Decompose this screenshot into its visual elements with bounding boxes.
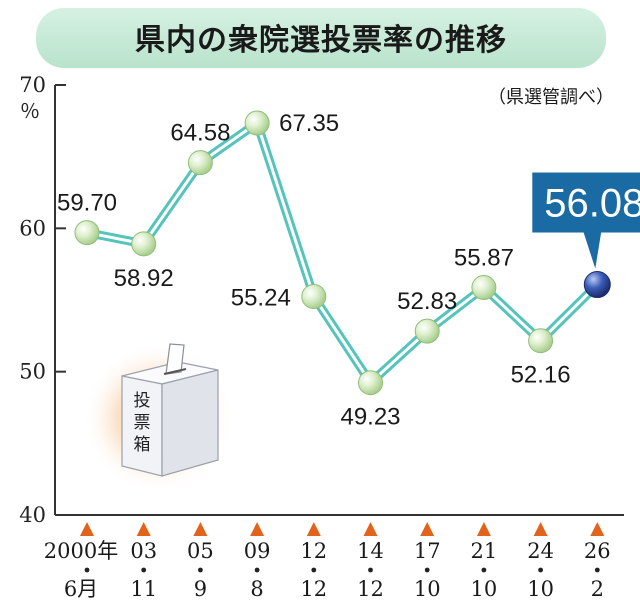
x-tick-label-line2: 8 bbox=[250, 577, 263, 601]
axes: ％ bbox=[20, 85, 624, 516]
highlight-callout: 56.08 bbox=[532, 172, 640, 269]
x-tick-label-line1: 2000年 bbox=[44, 539, 118, 563]
ballot-box-side bbox=[161, 369, 219, 477]
highlight-callout-pointer bbox=[583, 231, 602, 269]
data-point bbox=[244, 110, 270, 136]
value-labels: 59.70 58.92 64.58 67.35 55.24 49.23 52.83 55.87… bbox=[57, 110, 571, 431]
chart-title: 県内の衆院選投票率の推移 bbox=[135, 23, 507, 58]
y-tick-label: 40 bbox=[19, 503, 46, 527]
x-tick-marker bbox=[250, 522, 265, 536]
value-label: 59.70 bbox=[57, 190, 117, 217]
data-point bbox=[358, 370, 383, 396]
x-tick-marker bbox=[80, 522, 94, 536]
x-tick-marker bbox=[533, 522, 548, 536]
x-tick-label-line1: 24 bbox=[527, 539, 554, 563]
ballot-box-label: 投票箱 bbox=[134, 391, 151, 455]
x-tick-separator-dot bbox=[311, 567, 317, 573]
x-tick-label-line1: 05 bbox=[187, 539, 214, 563]
ballot-paper bbox=[165, 343, 185, 375]
x-tick-label-line1: 09 bbox=[244, 539, 271, 563]
x-tick-marker bbox=[363, 522, 378, 536]
x-tick-label-line2: 2 bbox=[591, 577, 604, 601]
data-point bbox=[301, 284, 327, 310]
x-tick-label-line2: 9 bbox=[194, 577, 207, 601]
x-tick-separator-dot bbox=[368, 567, 373, 573]
x-tick-label-line2: 6月 bbox=[64, 577, 98, 601]
x-tick-label-line2: 12 bbox=[357, 577, 384, 601]
y-tick-label: 70 bbox=[19, 73, 46, 97]
series-line bbox=[86, 115, 601, 390]
series-line-inner bbox=[86, 120, 599, 385]
data-point bbox=[414, 318, 440, 344]
value-label: 49.23 bbox=[340, 404, 400, 431]
data-point bbox=[187, 150, 213, 176]
x-tick-label-line1: 14 bbox=[357, 539, 384, 563]
x-tick-separator-dot bbox=[254, 567, 260, 573]
y-axis-ticks: 40 50 60 70 bbox=[19, 73, 66, 527]
highlight-callout-box bbox=[532, 172, 640, 233]
x-tick-label-line2: 10 bbox=[527, 577, 554, 601]
value-label: 52.83 bbox=[397, 288, 457, 315]
ballot-slot bbox=[163, 368, 187, 375]
x-tick-separator-dot bbox=[594, 567, 600, 573]
x-tick-marker bbox=[193, 522, 208, 536]
data-point bbox=[131, 231, 157, 257]
x-tick-separator-dot bbox=[424, 567, 430, 573]
x-axis-ticks: 2000年 6月 03 11 05 9 09 8 12 12 14 12 17 10 21 10 24 10 26 2 bbox=[44, 522, 611, 601]
x-tick-label-line2: 10 bbox=[414, 577, 441, 601]
value-label: 67.35 bbox=[279, 110, 339, 137]
x-tick-label-line1: 21 bbox=[471, 539, 498, 563]
data-point bbox=[471, 275, 497, 301]
x-tick-separator-dot bbox=[538, 567, 543, 573]
highlight-callout-value: 56.08 bbox=[544, 182, 640, 226]
x-tick-label-line2: 12 bbox=[300, 577, 327, 601]
data-point bbox=[74, 220, 100, 246]
title-banner: 県内の衆院選投票率の推移 bbox=[36, 8, 606, 68]
value-label: 58.92 bbox=[114, 265, 174, 292]
x-tick-marker bbox=[136, 522, 151, 536]
x-tick-label-line1: 12 bbox=[300, 539, 327, 563]
value-label: 52.16 bbox=[511, 362, 571, 389]
title-background bbox=[36, 8, 606, 68]
x-tick-separator-dot bbox=[198, 567, 203, 573]
source-note: （県選管調べ） bbox=[488, 87, 614, 108]
y-tick-label: 50 bbox=[19, 360, 46, 384]
y-tick-label: 60 bbox=[19, 216, 46, 240]
y-unit-label: ％ bbox=[20, 99, 40, 123]
series-markers bbox=[74, 110, 611, 396]
x-tick-label-line1: 26 bbox=[584, 539, 611, 563]
x-tick-label-line2: 11 bbox=[130, 577, 157, 601]
value-label: 55.87 bbox=[454, 245, 514, 272]
x-tick-label-line2: 10 bbox=[471, 577, 498, 601]
x-tick-marker bbox=[590, 522, 605, 536]
value-label: 55.24 bbox=[231, 285, 291, 312]
x-tick-label-line1: 17 bbox=[414, 539, 441, 563]
x-tick-marker bbox=[420, 522, 435, 536]
data-point bbox=[528, 328, 554, 354]
x-tick-marker bbox=[476, 522, 491, 536]
x-tick-marker bbox=[306, 522, 321, 536]
x-tick-separator-dot bbox=[84, 567, 90, 573]
ballot-box-illustration: 投票箱 bbox=[83, 343, 233, 493]
x-tick-label-line1: 03 bbox=[130, 539, 157, 563]
x-tick-separator-dot bbox=[141, 567, 147, 573]
highlight-data-point bbox=[583, 271, 611, 299]
value-label: 64.58 bbox=[170, 120, 230, 147]
x-tick-separator-dot bbox=[481, 567, 487, 573]
